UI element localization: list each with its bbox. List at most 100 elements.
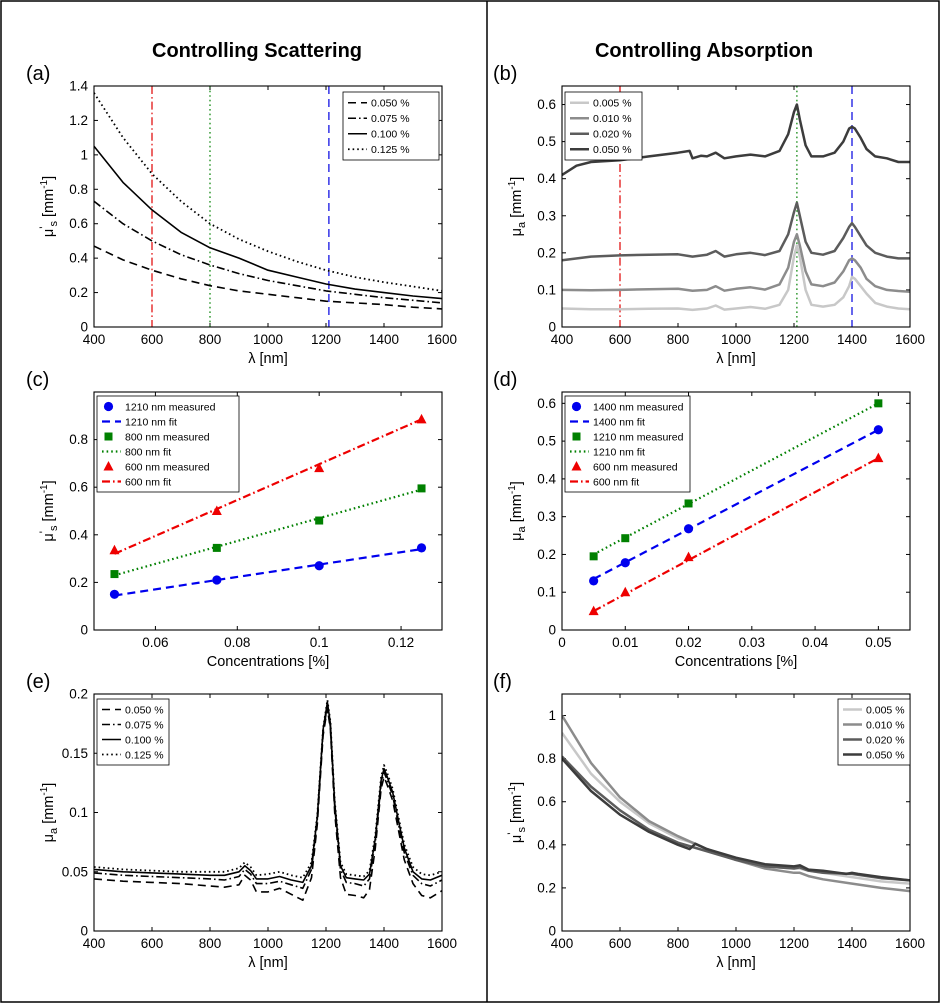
y-tick-label: 0.6 bbox=[537, 97, 556, 112]
legend-label: 600 nm fit bbox=[125, 476, 171, 488]
series-line-2 bbox=[94, 145, 442, 300]
legend-marker bbox=[571, 401, 582, 412]
legend-label: 0.050 % bbox=[371, 98, 410, 110]
x-tick-label: 0.03 bbox=[739, 635, 765, 650]
y-tick-label: 0.2 bbox=[537, 880, 556, 895]
legend: 1400 nm measured 1400 nm fit 1210 nm measu… bbox=[564, 395, 691, 493]
x-tick-label: 1200 bbox=[311, 936, 341, 951]
x-tick-label: 800 bbox=[667, 936, 690, 951]
series-line-3 bbox=[593, 402, 879, 556]
y-label-close: ] bbox=[41, 480, 57, 484]
data-point bbox=[212, 575, 222, 585]
x-tick-label: 1000 bbox=[253, 936, 283, 951]
series-line-5 bbox=[114, 418, 422, 555]
x-tick-label: 400 bbox=[551, 332, 574, 347]
y-axis-label: μ's [mm-1] bbox=[505, 782, 528, 843]
legend-label: 1400 nm fit bbox=[593, 416, 645, 428]
legend: 0.005 % 0.010 % 0.020 % 0.050 % bbox=[564, 91, 643, 161]
y-tick-label: 0.6 bbox=[69, 480, 88, 495]
series-line-3 bbox=[562, 757, 910, 882]
y-label-unit: [mm bbox=[509, 494, 525, 526]
y-label-sub: s bbox=[516, 827, 528, 833]
y-label-mu: μ bbox=[509, 835, 525, 843]
y-tick-label: 0.05 bbox=[62, 864, 88, 879]
y-tick-label: 0.4 bbox=[69, 251, 88, 266]
x-axis-label: Concentrations [%] bbox=[207, 654, 330, 670]
x-tick-label: 800 bbox=[199, 332, 222, 347]
legend-label: 0.010 % bbox=[593, 113, 632, 125]
x-tick-label: 1600 bbox=[427, 332, 457, 347]
legend-label: 0.100 % bbox=[125, 734, 164, 746]
series-line-1 bbox=[593, 428, 879, 580]
y-tick-label: 0.8 bbox=[69, 432, 88, 447]
panel-label: (c) bbox=[26, 369, 49, 391]
legend-label: 0.075 % bbox=[371, 113, 410, 125]
y-label-exp: -1 bbox=[507, 180, 518, 189]
chart-f: (f) 400 600 800 1000 1200 1400 1600 0 0.2 0.4 0.6 0.… bbox=[493, 671, 925, 971]
panel-label: (b) bbox=[493, 63, 517, 85]
legend-box bbox=[96, 395, 240, 493]
x-tick-label: 800 bbox=[667, 332, 690, 347]
plot-area bbox=[562, 86, 910, 327]
x-tick-label: 1200 bbox=[779, 332, 809, 347]
chart-b: (b) 400 600 800 1000 1200 1400 1600 0 0.1 0.2 0.3 0.… bbox=[493, 63, 925, 367]
y-tick-label: 0 bbox=[80, 924, 88, 939]
legend-label: 1210 nm fit bbox=[593, 446, 645, 458]
data-point bbox=[684, 499, 693, 508]
x-tick-label: 400 bbox=[83, 332, 106, 347]
x-tick-label: 400 bbox=[551, 936, 574, 951]
y-label-unit: [mm bbox=[41, 796, 57, 828]
x-tick-label: 0 bbox=[558, 635, 566, 650]
x-tick-label: 1000 bbox=[721, 936, 751, 951]
axes-box bbox=[561, 85, 911, 328]
data-point bbox=[621, 534, 630, 543]
x-axis-label: λ [nm] bbox=[248, 351, 287, 367]
plot-area bbox=[562, 714, 910, 893]
y-axis-label: μ's [mm-1] bbox=[37, 480, 60, 541]
y-tick-label: 0 bbox=[80, 623, 88, 638]
data-point bbox=[314, 561, 324, 571]
axes-box bbox=[561, 693, 911, 932]
y-tick-label: 0.1 bbox=[537, 282, 556, 297]
y-axis-label: μa [mm-1] bbox=[39, 783, 60, 843]
legend-label: 0.050 % bbox=[125, 704, 164, 716]
x-axis-label: Concentrations [%] bbox=[675, 654, 798, 670]
y-axis-label: μa [mm-1] bbox=[507, 481, 528, 541]
x-tick-label: 1600 bbox=[427, 936, 457, 951]
legend-label: 0.125 % bbox=[125, 749, 164, 761]
y-tick-label: 0.6 bbox=[537, 396, 556, 411]
axes-box bbox=[93, 693, 443, 932]
data-point bbox=[212, 543, 221, 552]
y-tick-label: 0.8 bbox=[537, 751, 556, 766]
y-tick-label: 0.5 bbox=[537, 434, 556, 449]
y-label-sub: s bbox=[48, 221, 60, 227]
panels: (a)400 600 800 1000 1200 1400 160000.20.40.60.… bbox=[26, 63, 925, 971]
y-label-mu: μ bbox=[41, 533, 57, 541]
plot-area bbox=[94, 86, 442, 327]
y-label-sub: s bbox=[48, 525, 60, 531]
x-axis-label: λ [nm] bbox=[716, 351, 755, 367]
chart-e: (e) 400 600 800 1000 1200 1400 1600 0 0.05 0.1 0.15… bbox=[26, 671, 457, 971]
y-tick-label: 1 bbox=[548, 708, 556, 723]
legend-marker bbox=[571, 461, 582, 471]
y-tick-label: 0.1 bbox=[69, 805, 88, 820]
y-tick-label: 0.4 bbox=[537, 171, 556, 186]
series-line-3 bbox=[562, 103, 910, 177]
x-tick-label: 600 bbox=[609, 332, 632, 347]
legend-marker bbox=[104, 432, 113, 441]
y-tick-label: 1 bbox=[80, 147, 88, 162]
x-tick-label: 1400 bbox=[369, 332, 399, 347]
y-tick-label: 0.4 bbox=[537, 471, 556, 486]
x-tick-label: 400 bbox=[83, 936, 106, 951]
x-axis-label: λ [nm] bbox=[248, 955, 287, 971]
y-tick-label: 0 bbox=[548, 320, 556, 335]
x-tick-label: 1400 bbox=[837, 332, 867, 347]
panel-label: (f) bbox=[493, 671, 512, 693]
series-line-1 bbox=[562, 233, 910, 294]
y-tick-label: 0.2 bbox=[537, 245, 556, 260]
y-tick-label: 0.1 bbox=[537, 585, 556, 600]
series-line-1 bbox=[94, 200, 442, 304]
y-label-prime: ' bbox=[505, 833, 519, 835]
x-tick-label: 0.04 bbox=[802, 635, 829, 650]
legend-label: 0.010 % bbox=[866, 719, 905, 731]
